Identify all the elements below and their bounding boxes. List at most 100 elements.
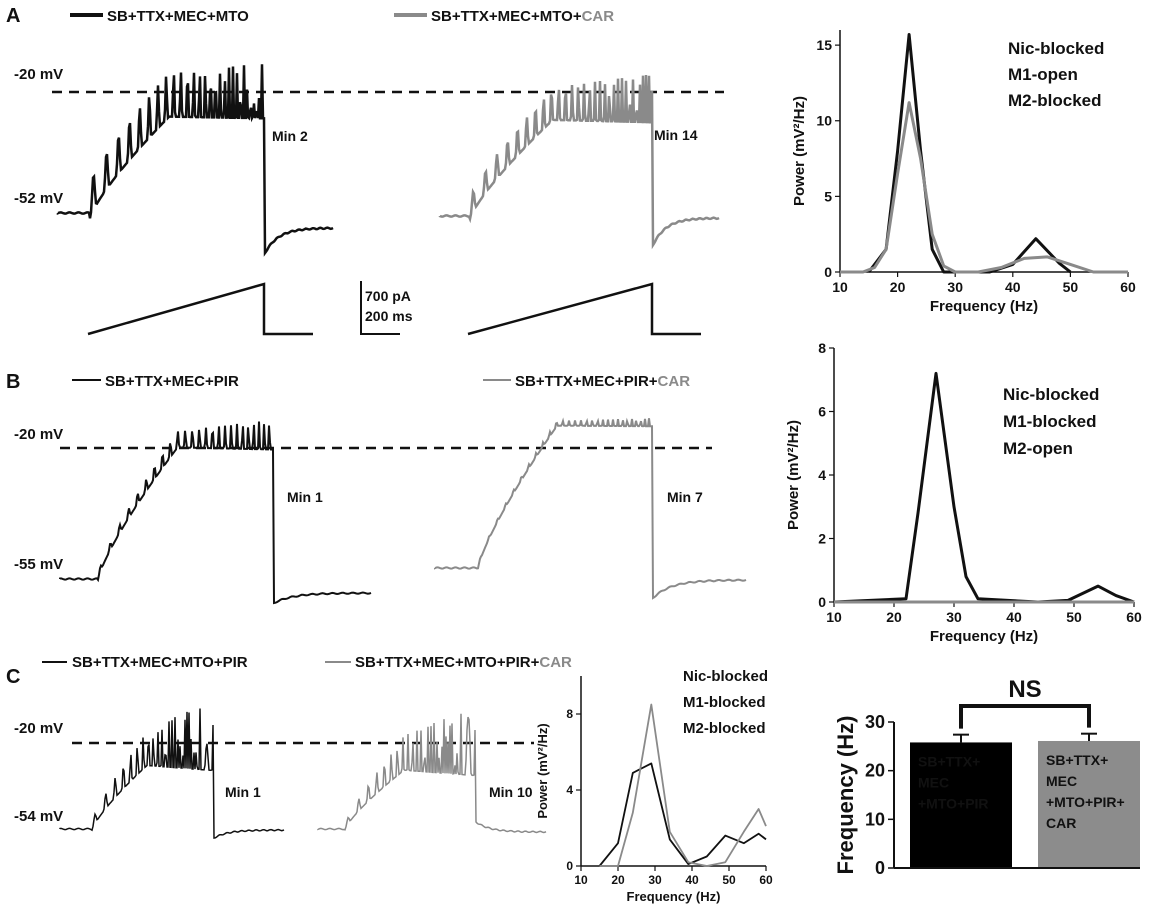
x-axis-label: Frequency (Hz) — [930, 298, 1038, 315]
trace-b-car — [434, 417, 747, 600]
legend-label-c-car: SB+TTX+MEC+MTO+PIR+CAR — [355, 654, 572, 671]
y-tick-label: 4 — [818, 467, 826, 483]
x-tick-label: 60 — [1126, 609, 1142, 625]
current-ramp-a-control — [87, 282, 313, 336]
y-tick-label: 10 — [816, 113, 832, 129]
y-tick-label: 8 — [818, 340, 826, 356]
voltage-label-b-top: -20 mV — [14, 426, 63, 443]
condition-annotation: Nic-blocked — [1008, 39, 1104, 58]
time-label-c-car: Min 10 — [489, 784, 533, 800]
condition-annotation: M2-blocked — [1008, 91, 1102, 110]
panel-letter-b: B — [6, 371, 20, 393]
panel-b: B SB+TTX+MEC+PIR SB+TTX+MEC+PIR+CAR -20 … — [6, 371, 747, 605]
y-tick-label: 5 — [824, 188, 832, 204]
time-label-a-car: Min 14 — [654, 127, 698, 143]
frequency-bar-chart: SB+TTX+ MEC +MTO+PIR SB+TTX+ MEC +MTO+PIR+ CAR… — [833, 676, 1140, 878]
voltage-label-a-top: -20 mV — [14, 66, 63, 83]
x-tick-label: 50 — [1063, 279, 1079, 295]
spectrum-chart-a: 10 20 30 40 50 60 0 5 10 15 Frequency (Hz) Power (m… — [791, 30, 1136, 315]
condition-annotation: M1-blocked — [683, 694, 766, 711]
bar-label: +MTO+PIR — [918, 795, 989, 811]
x-tick-label: 50 — [1066, 609, 1082, 625]
y-tick-label: 0 — [875, 858, 885, 878]
current-ramp-a-car — [467, 282, 701, 336]
bar — [910, 742, 1012, 868]
trace-c-control — [59, 708, 285, 839]
x-axis-label: Frequency (Hz) — [930, 628, 1038, 645]
y-tick-label: 30 — [865, 712, 885, 732]
time-label-c-control: Min 1 — [225, 784, 261, 800]
scale-bar — [360, 281, 400, 335]
condition-annotation: Nic-blocked — [1003, 385, 1099, 404]
y-axis-label: Frequency (Hz) — [833, 716, 858, 875]
y-tick-label: 0 — [824, 264, 832, 280]
panel-letter-a: A — [6, 5, 20, 27]
voltage-label-c-bottom: -54 mV — [14, 808, 63, 825]
x-tick-label: 60 — [759, 873, 773, 887]
panel-a: A SB+TTX+MEC+MTO SB+TTX+MEC+MTO+CAR -20 … — [6, 5, 724, 336]
significance-bracket — [959, 704, 1091, 729]
bar-label: SB+TTX+ — [918, 753, 980, 769]
y-tick-label: 4 — [566, 783, 573, 797]
x-tick-label: 60 — [1120, 279, 1136, 295]
spectrum-chart-c: 10 20 30 40 50 60 0 4 8 Frequency (Hz) Power (mV²/… — [535, 668, 773, 904]
voltage-label-c-top: -20 mV — [14, 720, 63, 737]
x-axis-label: Frequency (Hz) — [627, 889, 721, 904]
condition-annotation: Nic-blocked — [683, 668, 768, 685]
y-tick-label: 2 — [818, 530, 826, 546]
x-tick-label: 20 — [886, 609, 902, 625]
bar-label: +MTO+PIR+ — [1046, 794, 1125, 810]
panel-letter-c: C — [6, 666, 20, 688]
trace-a-car — [438, 74, 720, 250]
y-tick-label: 15 — [816, 37, 832, 53]
x-tick-label: 10 — [826, 609, 842, 625]
condition-annotation: M2-open — [1003, 439, 1073, 458]
series-line-CAR — [840, 101, 1128, 274]
condition-annotation: M1-open — [1008, 65, 1078, 84]
x-tick-label: 30 — [648, 873, 662, 887]
y-tick-label: 0 — [566, 859, 573, 873]
bar-label: MEC — [1046, 773, 1077, 789]
panel-c: C SB+TTX+MEC+MTO+PIR SB+TTX+MEC+MTO+PIR+… — [6, 654, 572, 839]
series-line-control — [833, 371, 1135, 604]
series-line-CAR — [599, 703, 767, 867]
legend-label-a-control: SB+TTX+MEC+MTO — [107, 8, 249, 25]
trace-a-control — [56, 64, 334, 257]
x-tick-label: 20 — [890, 279, 906, 295]
legend-label-a-car: SB+TTX+MEC+MTO+CAR — [431, 8, 614, 25]
condition-annotation: M2-blocked — [683, 720, 766, 737]
bar — [1038, 740, 1140, 868]
y-tick-label: 8 — [566, 707, 573, 721]
scale-label-time: 200 ms — [365, 308, 413, 324]
x-tick-label: 50 — [722, 873, 736, 887]
x-tick-label: 30 — [947, 279, 963, 295]
trace-c-car — [317, 713, 547, 834]
voltage-label-b-bottom: -55 mV — [14, 556, 63, 573]
x-tick-label: 30 — [946, 609, 962, 625]
x-tick-label: 40 — [685, 873, 699, 887]
y-tick-label: 0 — [818, 594, 826, 610]
trace-b-control — [59, 421, 372, 605]
y-axis-label: Power (mV²/Hz) — [791, 96, 808, 206]
x-tick-label: 10 — [832, 279, 848, 295]
y-tick-label: 20 — [865, 761, 885, 781]
condition-annotation: M1-blocked — [1003, 412, 1097, 431]
bar-label: CAR — [1046, 815, 1076, 831]
x-tick-label: 40 — [1005, 279, 1021, 295]
y-tick-label: 6 — [818, 403, 826, 419]
legend-label-b-control: SB+TTX+MEC+PIR — [105, 373, 239, 390]
y-axis-label: Power (mV²/Hz) — [785, 420, 802, 530]
x-tick-label: 10 — [574, 873, 588, 887]
series-line-control — [867, 33, 1072, 274]
time-label-a-control: Min 2 — [272, 128, 308, 144]
significance-label: NS — [1008, 676, 1041, 703]
legend-label-c-control: SB+TTX+MEC+MTO+PIR — [72, 654, 248, 671]
time-label-b-control: Min 1 — [287, 489, 323, 505]
series-line-control — [598, 762, 767, 867]
spectrum-chart-b: 10 20 30 40 50 60 0 2 4 6 8 Frequency (Hz) Power (mV… — [785, 340, 1142, 645]
y-tick-label: 10 — [865, 809, 885, 829]
x-tick-label: 40 — [1006, 609, 1022, 625]
scale-label-current: 700 pA — [365, 288, 411, 304]
